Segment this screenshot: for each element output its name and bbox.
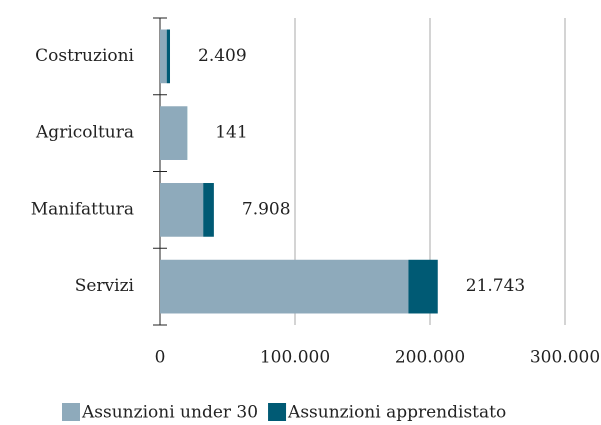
x-tick-label: 100.000 xyxy=(260,348,330,368)
bar-segment xyxy=(408,259,438,314)
data-label: 2.409 xyxy=(198,46,247,66)
legend-swatch xyxy=(62,403,80,421)
bar-segment xyxy=(203,183,214,237)
y-tick-label: Costruzioni xyxy=(35,46,134,66)
y-tick-label: Servizi xyxy=(75,276,135,296)
x-tick-label: 300.000 xyxy=(530,348,600,368)
data-label: 141 xyxy=(215,123,247,143)
bar-segment xyxy=(160,106,187,160)
data-label: 7.908 xyxy=(242,199,291,219)
data-label: 21.743 xyxy=(466,276,525,296)
x-tick-label: 200.000 xyxy=(395,348,465,368)
y-tick-label: Manifattura xyxy=(31,199,134,219)
y-tick-label: Agricoltura xyxy=(35,123,134,143)
legend-swatch xyxy=(268,403,287,421)
bar-segment xyxy=(160,29,167,84)
bar-segment xyxy=(166,29,171,84)
legend-label: Assunzioni under 30 xyxy=(81,403,258,423)
x-tick-label: 0 xyxy=(155,348,166,368)
bar-segment xyxy=(160,259,409,314)
bar-segment xyxy=(160,183,204,237)
legend-label: Assunzioni apprendistato xyxy=(287,403,506,423)
